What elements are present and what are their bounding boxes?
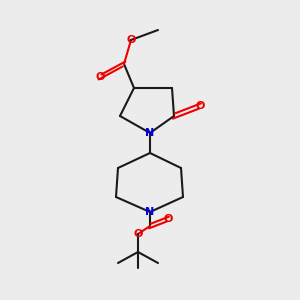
Text: O: O [95, 72, 105, 82]
Text: O: O [133, 229, 143, 239]
Text: O: O [195, 101, 205, 111]
Text: O: O [126, 35, 136, 45]
Text: N: N [146, 128, 154, 138]
Text: O: O [163, 214, 173, 224]
Text: N: N [146, 207, 154, 217]
